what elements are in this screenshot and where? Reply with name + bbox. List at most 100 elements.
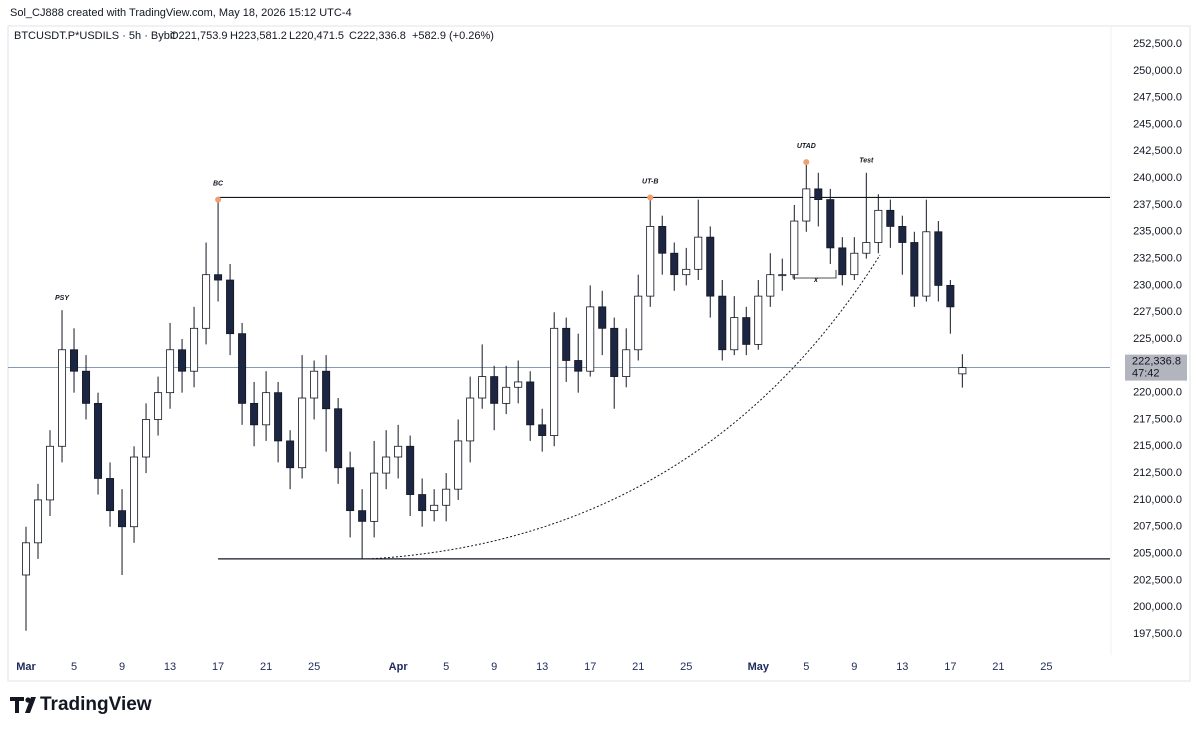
annotation-label: BC [213, 180, 224, 187]
candle-body [214, 274, 223, 281]
candle-body [358, 510, 367, 522]
candle-body [946, 285, 955, 308]
y-tick-label: 205,000.0 [1133, 547, 1182, 559]
candle-body [118, 510, 127, 528]
legend-symbol: BTCUSDT.P*USDILS · 5h · Bybit [14, 30, 175, 42]
candle-body [670, 252, 679, 276]
y-tick-label: 227,500.0 [1133, 306, 1182, 318]
x-tick-label: 21 [992, 661, 1004, 673]
candle-body [310, 370, 319, 399]
candle-body [70, 349, 79, 372]
candle-body [778, 274, 787, 277]
candle-body [154, 392, 163, 420]
candle-body [634, 295, 643, 351]
candle-body [814, 188, 823, 201]
y-tick-label: 247,500.0 [1133, 92, 1182, 104]
candle-body [370, 472, 379, 522]
y-tick-label: 217,500.0 [1133, 413, 1182, 425]
candle-body [862, 242, 871, 254]
legend-low: L220,471.5 [289, 30, 344, 42]
candle-body [226, 279, 235, 335]
y-tick-label: 232,500.0 [1133, 252, 1182, 264]
candle-body [886, 209, 895, 227]
y-tick-label: 237,500.0 [1133, 199, 1182, 211]
y-tick-label: 225,000.0 [1133, 333, 1182, 345]
candle-body [202, 274, 211, 329]
candle-body [382, 456, 391, 474]
candle-body [754, 295, 763, 345]
candle-body [58, 349, 67, 447]
candle-body [418, 494, 427, 512]
last-price-box [1125, 354, 1187, 381]
x-tick-label: 17 [944, 661, 956, 673]
candle-body [538, 424, 547, 436]
candle-body [442, 488, 451, 506]
annotation-label: PSY [55, 295, 70, 302]
candle-body [478, 376, 487, 399]
candle-body [742, 317, 751, 345]
candle-body [298, 397, 307, 469]
candle-body [490, 376, 499, 404]
candle-body [826, 199, 835, 249]
candle-body [106, 478, 115, 512]
y-tick-label: 240,000.0 [1133, 172, 1182, 184]
x-tick-label: 5 [443, 661, 449, 673]
candle-body [874, 209, 883, 243]
last-price-label: 222,336.8 [1132, 356, 1181, 368]
candle-body [646, 226, 655, 297]
legend: BTCUSDT.P*USDILS · 5h · Bybit O221,753.9… [14, 30, 494, 42]
x-tick-label: 9 [491, 661, 497, 673]
annotation-label: UT-B [642, 178, 658, 185]
y-tick-label: 220,000.0 [1133, 387, 1182, 399]
y-tick-label: 207,500.0 [1133, 521, 1182, 533]
x-tick-label: Apr [389, 661, 409, 673]
candle-body [274, 392, 283, 442]
x-tick-label: Mar [16, 661, 36, 673]
y-tick-label: 210,000.0 [1133, 494, 1182, 506]
candle-body [82, 370, 91, 404]
candle-body [466, 397, 475, 442]
x-tick-label: 25 [680, 661, 692, 673]
watermark: Sol_CJ888 created with TradingView.com, … [10, 7, 352, 19]
brand-name: TradingView [40, 694, 152, 715]
legend-high: H223,581.2 [230, 30, 287, 42]
bracket-mark: x [813, 277, 819, 284]
y-tick-label: 230,000.0 [1133, 279, 1182, 291]
x-tick-label: 9 [851, 661, 857, 673]
annotation-dot [803, 159, 810, 166]
x-tick-label: 21 [632, 661, 644, 673]
legend-open: O221,753.9 [170, 30, 228, 42]
annotation-label: Test [859, 158, 874, 165]
x-tick-label: May [748, 661, 770, 673]
x-tick-label: 21 [260, 661, 272, 673]
x-tick-label: 13 [536, 661, 548, 673]
candle-body [550, 327, 559, 436]
countdown-label: 47:42 [1132, 368, 1160, 380]
candle-body [562, 327, 571, 361]
candle-body [514, 381, 523, 388]
candle-body [898, 226, 907, 243]
x-tick-label: 17 [212, 661, 224, 673]
candle-body [334, 408, 343, 469]
x-tick-label: 5 [71, 661, 77, 673]
annotation-label: UTAD [797, 143, 816, 150]
annotation-dot [215, 196, 222, 203]
candle-body [802, 188, 811, 222]
x-tick-label: 5 [803, 661, 809, 673]
candle-body [766, 274, 775, 297]
candle-body [610, 327, 619, 377]
candle-body [598, 306, 607, 329]
y-tick-label: 215,000.0 [1133, 440, 1182, 452]
candle-body [958, 367, 967, 375]
y-tick-label: 212,500.0 [1133, 467, 1182, 479]
y-tick-label: 235,000.0 [1133, 226, 1182, 238]
candle-body [706, 236, 715, 297]
y-tick-label: 200,000.0 [1133, 601, 1182, 613]
candle-body [394, 445, 403, 458]
y-tick-label: 245,000.0 [1133, 118, 1182, 130]
candle-body [322, 370, 331, 410]
candle-body [130, 456, 139, 528]
candle-body [838, 247, 847, 276]
candle-body [694, 236, 703, 270]
